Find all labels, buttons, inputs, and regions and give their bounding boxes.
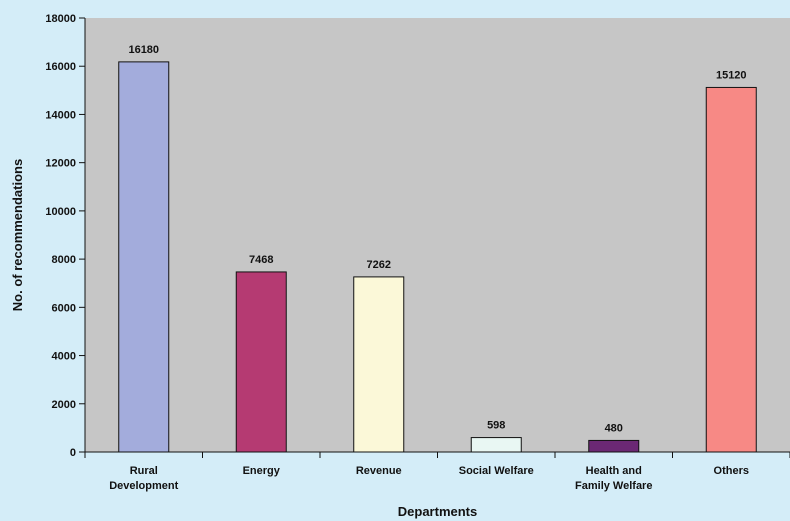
x-axis-label: Departments: [398, 504, 477, 519]
y-axis-label: No. of recommendations: [10, 159, 25, 311]
y-tick-label: 12000: [45, 158, 76, 170]
plot-area: [85, 18, 790, 452]
y-tick-label: 18000: [45, 13, 76, 25]
y-tick-label: 10000: [45, 206, 76, 218]
y-tick-label: 16000: [45, 61, 76, 73]
bar: [235, 271, 287, 453]
bar: [470, 437, 522, 453]
bar: [705, 86, 757, 453]
x-tick-label: Social Welfare: [459, 465, 534, 477]
bar-value-label: 7262: [367, 259, 391, 271]
bar-value-label: 16180: [128, 44, 159, 56]
bar: [353, 276, 405, 453]
y-tick-label: 6000: [52, 302, 76, 314]
x-tick-label: Others: [714, 465, 749, 477]
x-tick-label: Energy: [243, 465, 281, 477]
y-tick-label: 4000: [52, 351, 76, 363]
x-tick-label: Rural Development: [109, 465, 178, 492]
y-tick-label: 8000: [52, 254, 76, 266]
x-axis-ticks: Rural Development Energy Revenue Social Welf…: [84, 452, 790, 492]
bar: [118, 61, 170, 453]
bars: 16180 7468 7262 598 480 15120: [118, 44, 757, 453]
y-tick-label: 2000: [52, 399, 76, 411]
bar: [588, 439, 640, 453]
bar-value-label: 480: [605, 422, 623, 434]
x-tick-label: Revenue: [356, 465, 402, 477]
bar-value-label: 598: [487, 420, 505, 432]
y-axis-ticks: 0 2000 4000 6000 8000 10000 12000 14000 16000 180…: [45, 13, 85, 459]
y-tick-label: 14000: [45, 109, 76, 121]
y-tick-label: 0: [70, 447, 76, 459]
bar-value-label: 15120: [716, 69, 747, 81]
bar-value-label: 7468: [249, 254, 273, 266]
x-tick-label: Health and Family Welfare: [575, 465, 652, 492]
